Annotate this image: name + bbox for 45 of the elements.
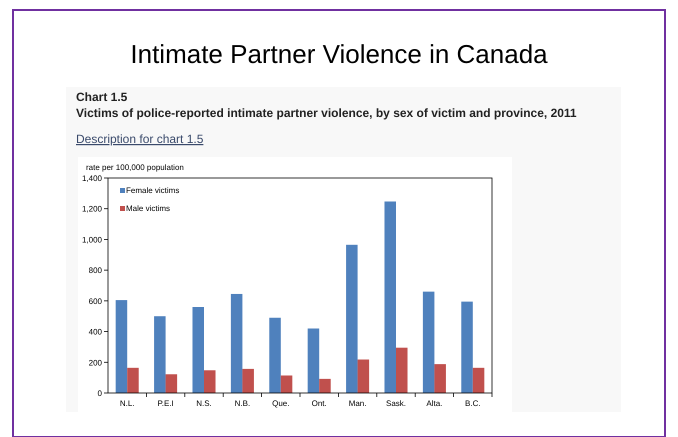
bar (127, 368, 139, 393)
chart-subtitle: Chart 1.5 (76, 90, 128, 104)
bar (192, 307, 204, 393)
bar (269, 318, 281, 393)
x-tick-label: N.S. (196, 399, 212, 408)
legend-label: Female victims (126, 186, 180, 195)
bar (242, 368, 254, 393)
y-axis-title: rate per 100,000 population (86, 163, 184, 172)
bar (166, 374, 178, 393)
y-tick-label: 200 (88, 358, 103, 368)
bar (346, 244, 358, 393)
x-tick-label: Alta. (426, 399, 442, 408)
bar (358, 360, 370, 393)
bar (308, 328, 320, 393)
bar (230, 294, 242, 393)
y-tick-label: 800 (88, 266, 103, 276)
y-tick-label: 1,000 (82, 235, 103, 244)
y-tick-label: 1,400 (82, 174, 103, 183)
bar (154, 316, 166, 393)
x-tick-label: Man. (348, 399, 366, 408)
bar (422, 292, 434, 393)
y-tick-label: 600 (88, 296, 103, 306)
bar (472, 368, 484, 393)
y-tick-label: 400 (88, 328, 103, 337)
bar (384, 201, 396, 393)
x-tick-label: B.C. (465, 399, 481, 408)
x-tick-label: N.L. (120, 399, 135, 408)
x-tick-label: Ont. (312, 399, 327, 408)
bar (319, 378, 331, 393)
x-tick-label: Sask. (386, 399, 406, 408)
bar (280, 375, 292, 393)
y-tick-label: 0 (98, 389, 103, 398)
bar (461, 302, 473, 393)
bar (396, 348, 408, 393)
text: Victims of police-reported intimate partner violence, by sex of victim and province, 2011 (76, 106, 577, 120)
chart-title: Intimate Partner Violence in Canada (130, 39, 548, 69)
x-tick-label: Que. (272, 399, 290, 408)
x-tick-label: P.E.I (157, 399, 174, 408)
bar (434, 364, 446, 393)
y-tick-label: 1,200 (82, 204, 103, 214)
text: Description for chart 1.5 (76, 132, 204, 146)
bar (204, 370, 216, 393)
legend-label: Male victims (126, 204, 170, 213)
bar (116, 300, 128, 393)
x-tick-label: N.B. (234, 399, 250, 408)
